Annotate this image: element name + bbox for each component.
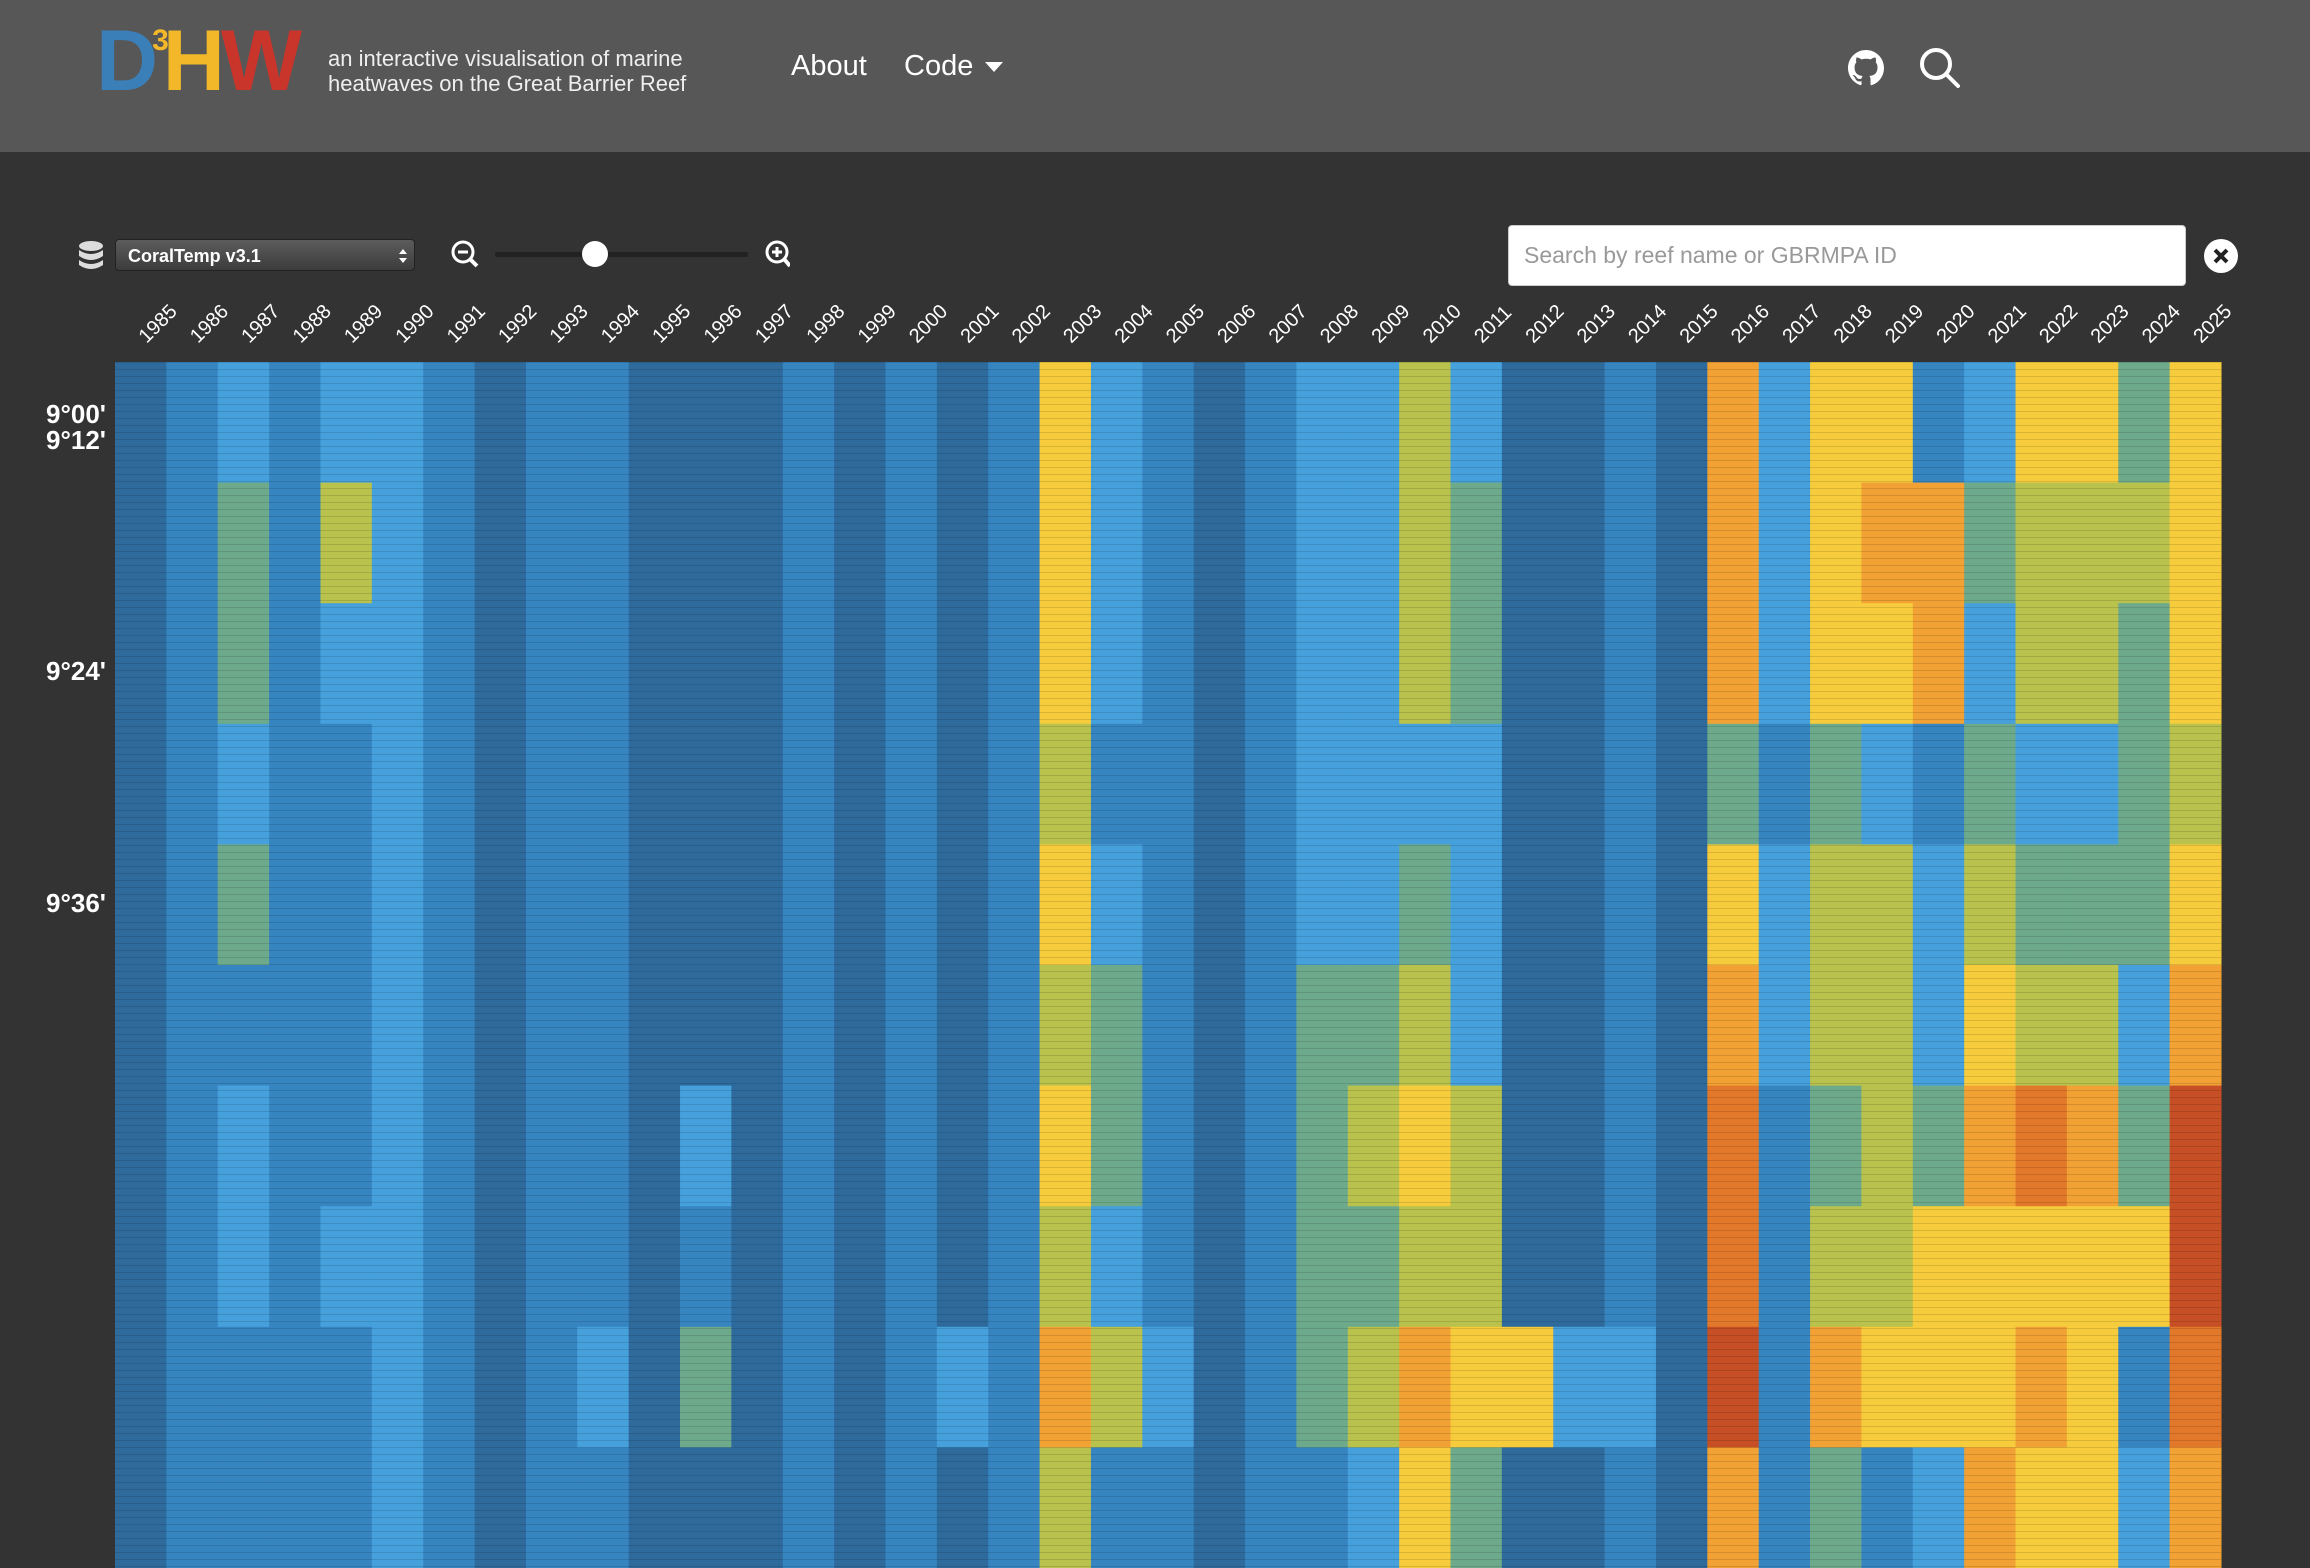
- year-label: 2011: [1470, 302, 1516, 348]
- select-arrows: [399, 249, 407, 263]
- year-label: 1997: [751, 301, 798, 348]
- latitude-label: 9°00': [46, 399, 106, 429]
- nav-link[interactable]: About: [791, 50, 867, 82]
- dataset-select[interactable]: CoralTemp v3.1: [115, 239, 415, 271]
- zoom-controls[interactable]: [450, 238, 790, 272]
- header: [0, 0, 2310, 152]
- logo-sup: 3: [152, 24, 169, 57]
- year-label: 2002: [1008, 301, 1055, 348]
- year-label: 2010: [1419, 301, 1466, 348]
- logo-d: D: [96, 13, 158, 109]
- year-label: 1993: [546, 301, 593, 348]
- search-input[interactable]: Search by reef name or GBRMPA ID: [1508, 225, 2186, 286]
- year-label: 2017: [1778, 301, 1825, 348]
- year-label: 1989: [340, 301, 387, 348]
- logo-w: W: [220, 13, 302, 109]
- year-label: 1990: [391, 301, 438, 348]
- year-label: 2020: [1932, 301, 1979, 348]
- github-icon[interactable]: [1848, 50, 1884, 86]
- dropdown-caret[interactable]: [985, 62, 1003, 74]
- nav-link[interactable]: Code: [904, 50, 974, 82]
- year-label: 2007: [1265, 301, 1312, 348]
- search-icon[interactable]: [1918, 46, 1962, 90]
- year-label: 1985: [135, 301, 182, 348]
- year-label: 2008: [1316, 301, 1363, 348]
- year-label: 2023: [2087, 301, 2134, 348]
- year-label: 2003: [1059, 301, 1106, 348]
- year-label: 2012: [1522, 301, 1569, 348]
- clear-button[interactable]: [2203, 238, 2239, 274]
- year-label: 2015: [1676, 301, 1723, 348]
- year-label: 2005: [1162, 301, 1209, 348]
- latitude-label: 9°24': [46, 656, 106, 686]
- year-label: 1988: [289, 301, 336, 348]
- year-label: 2001: [957, 301, 1004, 348]
- year-label: 1999: [854, 301, 901, 348]
- year-label: 2019: [1881, 301, 1928, 348]
- year-label: 2000: [905, 301, 952, 348]
- year-label: 2009: [1367, 301, 1414, 348]
- year-label: 2025: [2189, 301, 2236, 348]
- year-label: 1986: [186, 301, 233, 348]
- year-label: 2006: [1213, 301, 1260, 348]
- year-label: 2004: [1111, 301, 1158, 348]
- year-label: 2018: [1830, 301, 1877, 348]
- year-label: 2016: [1727, 301, 1774, 348]
- year-label: 2013: [1573, 301, 1620, 348]
- logo-h: H: [162, 13, 225, 109]
- latitude-label: 9°12': [46, 425, 106, 455]
- database-icon: [79, 241, 103, 269]
- year-label: 1996: [700, 301, 747, 348]
- heatmap: 1985 1986 1987 1988 1989 1990 1991 1992 1993 1994…: [46, 301, 2236, 1568]
- year-label: 1995: [648, 301, 695, 348]
- tagline: an interactive visualisation of marine: [328, 46, 683, 71]
- logo[interactable]: D3HW: [96, 18, 302, 104]
- year-label: 1987: [237, 301, 284, 348]
- tagline: heatwaves on the Great Barrier Reef: [328, 71, 687, 96]
- year-label: 1991: [443, 301, 490, 348]
- texture: [115, 362, 2221, 1568]
- year-label: 1992: [494, 301, 541, 348]
- year-label: 2021: [1984, 301, 2031, 348]
- latitude-label: 9°36': [46, 888, 106, 918]
- year-label: 1998: [802, 301, 849, 348]
- year-label: 2014: [1624, 301, 1671, 348]
- year-label: 2022: [2035, 301, 2082, 348]
- year-label: 2024: [2138, 301, 2185, 348]
- year-label: 1994: [597, 301, 644, 348]
